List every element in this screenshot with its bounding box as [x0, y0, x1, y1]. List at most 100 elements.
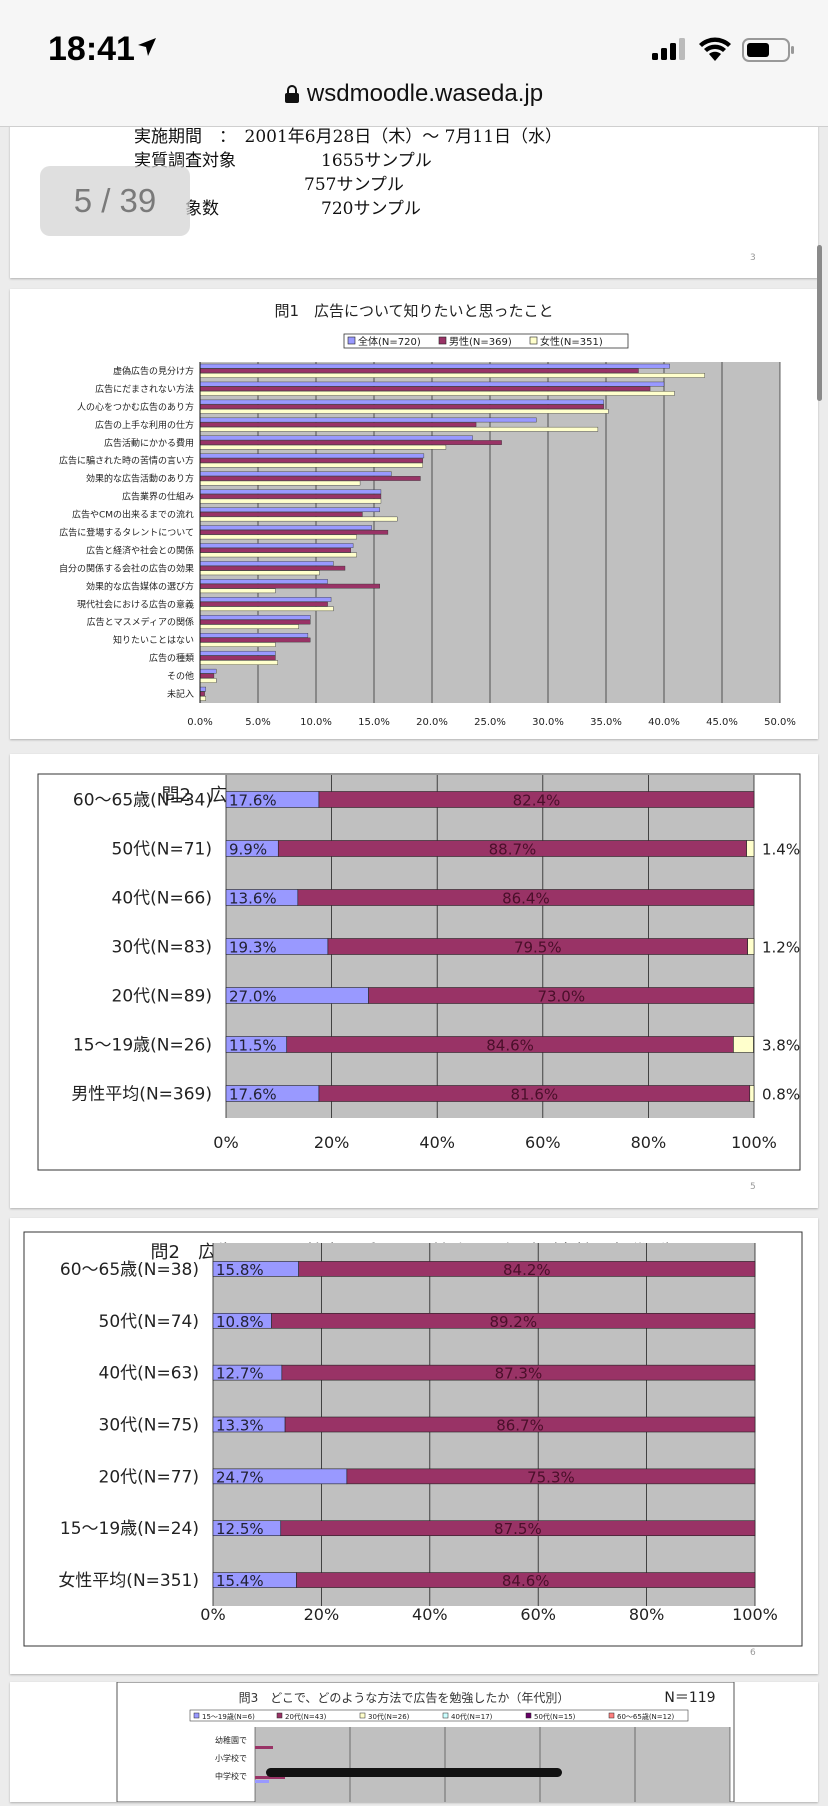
category-label: 効果的な広告媒体の選び方	[86, 580, 194, 592]
bar	[199, 373, 705, 378]
bar	[199, 637, 311, 643]
bar	[199, 583, 381, 589]
category-label: 15～19歳(N=24)	[60, 1519, 199, 1539]
legend-label: 60～65歳(N=12)	[617, 1712, 675, 1721]
x-tick-label: 20%	[304, 1605, 340, 1624]
bar	[199, 547, 352, 553]
legend-swatch	[438, 336, 447, 345]
bar	[199, 691, 205, 697]
category-label: 20代(N=77)	[99, 1467, 200, 1487]
bar	[199, 386, 651, 392]
bar	[199, 534, 357, 540]
bar	[199, 615, 311, 620]
category-label: 50代(N=74)	[99, 1312, 200, 1332]
data-label: 88.7%	[489, 841, 537, 859]
category-label: 現代社会における広告の意義	[77, 598, 194, 610]
bar	[199, 588, 276, 594]
lock-icon	[284, 85, 299, 103]
bar	[199, 494, 382, 499]
bar	[199, 650, 276, 656]
legend-swatch	[525, 1712, 532, 1719]
q2-male-chart: 問2 広告について教育を受けたり勉強した経験（男性・年代別）あるない未記入0%2…	[37, 773, 801, 1171]
bar	[199, 529, 389, 535]
x-tick-label: 20.0%	[416, 717, 448, 728]
data-label: 13.3%	[216, 1417, 264, 1435]
data-label: 17.6%	[229, 1086, 277, 1104]
chart-note: N＝119	[664, 1690, 715, 1706]
x-tick-label: 30.0%	[532, 717, 564, 728]
address-bar[interactable]: wsdmoodle.waseda.jp	[0, 80, 828, 108]
category-label: 広告と経済や社会との関係	[86, 544, 194, 556]
chart-legend	[189, 1709, 689, 1722]
data-label: 89.2%	[489, 1313, 537, 1331]
bar	[199, 471, 392, 477]
legend-swatch	[359, 1712, 366, 1719]
bar	[199, 489, 382, 495]
bar	[199, 426, 599, 432]
page-indicator: 5 / 39	[40, 166, 190, 236]
bar	[199, 655, 276, 661]
chart-frame	[23, 1231, 803, 1647]
legend-swatch	[276, 1712, 283, 1719]
category-label: 広告の上手な利用の仕方	[95, 419, 194, 431]
bar	[199, 458, 423, 463]
bar-segment	[284, 1416, 756, 1433]
category-label: 幼稚園で	[215, 1735, 247, 1745]
home-indicator[interactable]	[266, 1768, 562, 1777]
category-label: 男性平均(N=369)	[71, 1085, 212, 1105]
category-label: 広告に騙された時の苦情の言い方	[59, 455, 194, 467]
category-label: 60～65歳(N=34)	[73, 791, 212, 811]
bar	[199, 606, 334, 612]
slide-page-number: 5	[750, 1182, 756, 1192]
location-arrow-icon	[138, 38, 156, 56]
data-label: 17.6%	[229, 792, 277, 810]
x-tick-label: 35.0%	[590, 717, 622, 728]
category-label: 広告やCMの出来るまでの流れ	[72, 509, 194, 521]
category-label: 60～65歳(N=38)	[60, 1260, 199, 1280]
q2-female-chart: 問2 広告について教育を受けたり勉強した経験（女性・年代別）あるない未記入0%2…	[23, 1231, 803, 1647]
category-label: 知りたいことはない	[113, 634, 194, 646]
x-tick-label: 10.0%	[300, 717, 332, 728]
x-tick-label: 0.0%	[187, 717, 212, 728]
category-label: 30代(N=83)	[112, 938, 213, 958]
data-label: 84.2%	[503, 1261, 551, 1279]
data-label: 9.9%	[229, 841, 267, 859]
category-label: 未記入	[167, 688, 194, 700]
data-label: 1.4%	[762, 841, 800, 859]
x-tick-label: 50.0%	[764, 717, 796, 728]
data-label: 84.6%	[502, 1572, 550, 1590]
bar-segment	[281, 1364, 756, 1381]
bar	[199, 408, 609, 414]
data-label: 86.7%	[496, 1417, 544, 1435]
bar	[199, 570, 320, 576]
slide-page-number: 6	[750, 1648, 756, 1658]
bar	[199, 363, 670, 369]
bar-segment	[271, 1312, 756, 1329]
category-label: 虚偽広告の見分け方	[113, 365, 194, 377]
bar	[199, 453, 425, 459]
x-tick-label: 60%	[525, 1133, 561, 1152]
bar	[199, 368, 639, 374]
bar	[199, 391, 675, 396]
data-label: 24.7%	[216, 1468, 264, 1486]
x-tick-label: 100%	[731, 1133, 777, 1152]
legend-swatch	[442, 1712, 449, 1719]
bar-segment	[747, 938, 755, 955]
bar	[255, 1776, 285, 1779]
legend-label: 女性(N=351)	[540, 335, 603, 348]
x-tick-label: 40%	[412, 1605, 448, 1624]
cellular-signal-icon	[652, 38, 685, 60]
x-tick-label: 0%	[213, 1133, 238, 1152]
data-label: 19.3%	[229, 939, 277, 957]
chart-frame	[37, 773, 801, 1171]
data-label: 73.0%	[537, 988, 585, 1006]
bar	[199, 543, 354, 548]
data-label: 3.8%	[762, 1037, 800, 1055]
data-label: 13.6%	[229, 890, 277, 908]
scrollbar[interactable]	[817, 245, 822, 401]
legend-label: 15～19歳(N=6)	[202, 1712, 255, 1721]
bar-segment	[296, 1572, 756, 1588]
url-text: wsdmoodle.waseda.jp	[306, 80, 544, 107]
legend-label: 30代(N=26)	[368, 1712, 410, 1721]
